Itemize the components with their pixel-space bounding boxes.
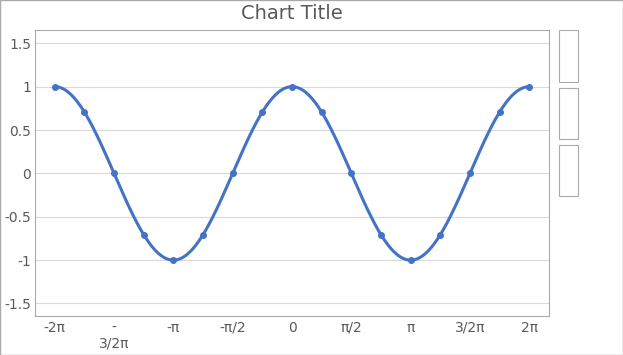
FancyBboxPatch shape (559, 88, 578, 139)
FancyBboxPatch shape (559, 30, 578, 82)
FancyBboxPatch shape (559, 145, 578, 196)
Title: Chart Title: Chart Title (241, 4, 343, 23)
